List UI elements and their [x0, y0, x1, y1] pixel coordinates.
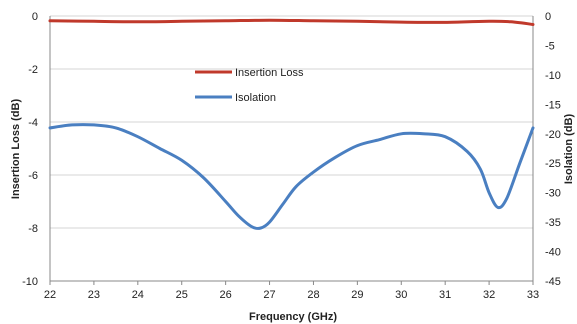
right-y-tick-label-3: -15 [545, 99, 561, 111]
legend-label-insertion-loss: Insertion Loss [235, 67, 304, 79]
right-y-tick-label-2: -10 [545, 70, 561, 82]
right-y-tick-label-4: -20 [545, 129, 561, 141]
left-y-tick-labels: 0 -2 -4 -6 -8 -10 [22, 11, 38, 288]
left-y-tick-label-4: -8 [28, 223, 38, 235]
left-y-axis-title: Insertion Loss (dB) [10, 99, 22, 200]
x-axis-title: Frequency (GHz) [249, 311, 337, 323]
right-y-tick-label-9: -45 [545, 276, 561, 288]
x-tick-label-6: 28 [307, 289, 319, 301]
left-y-tick-label-3: -6 [28, 170, 38, 182]
series-line-insertion-loss [48, 18, 535, 26]
left-y-tick-label-1: -2 [28, 64, 38, 76]
right-y-tick-label-6: -30 [545, 188, 561, 200]
x-tick-label-8: 30 [395, 289, 407, 301]
x-tick-labels: 22 23 24 25 26 27 28 29 30 31 32 33 [44, 289, 539, 301]
x-tick-label-4: 26 [220, 289, 232, 301]
right-y-tick-label-5: -25 [545, 158, 561, 170]
x-tick-label-5: 27 [263, 289, 275, 301]
axes [49, 16, 534, 285]
series-line-isolation [48, 123, 535, 230]
legend-label-isolation: Isolation [235, 92, 276, 104]
right-y-tick-labels: 0 -5 -10 -15 -20 -25 -30 -35 -40 -45 [545, 11, 561, 288]
legend: Insertion Loss Isolation [195, 67, 304, 104]
x-tick-label-3: 25 [176, 289, 188, 301]
right-y-tick-label-1: -5 [545, 40, 555, 52]
x-tick-label-1: 23 [88, 289, 100, 301]
grid [50, 15, 533, 282]
right-y-tick-label-8: -40 [545, 247, 561, 259]
x-tick-label-0: 22 [44, 289, 56, 301]
x-tick-label-10: 32 [483, 289, 495, 301]
x-tick-label-11: 33 [527, 289, 539, 301]
left-y-tick-label-0: 0 [32, 11, 38, 23]
right-y-axis-title: Isolation (dB) [563, 114, 575, 185]
left-y-tick-label-5: -10 [22, 276, 38, 288]
right-y-tick-label-0: 0 [545, 11, 551, 23]
x-tick-label-2: 24 [132, 289, 144, 301]
left-y-tick-label-2: -4 [28, 117, 38, 129]
right-y-tick-label-7: -35 [545, 217, 561, 229]
x-tick-label-7: 29 [351, 289, 363, 301]
series-layer [48, 18, 535, 230]
x-tick-label-9: 31 [439, 289, 451, 301]
